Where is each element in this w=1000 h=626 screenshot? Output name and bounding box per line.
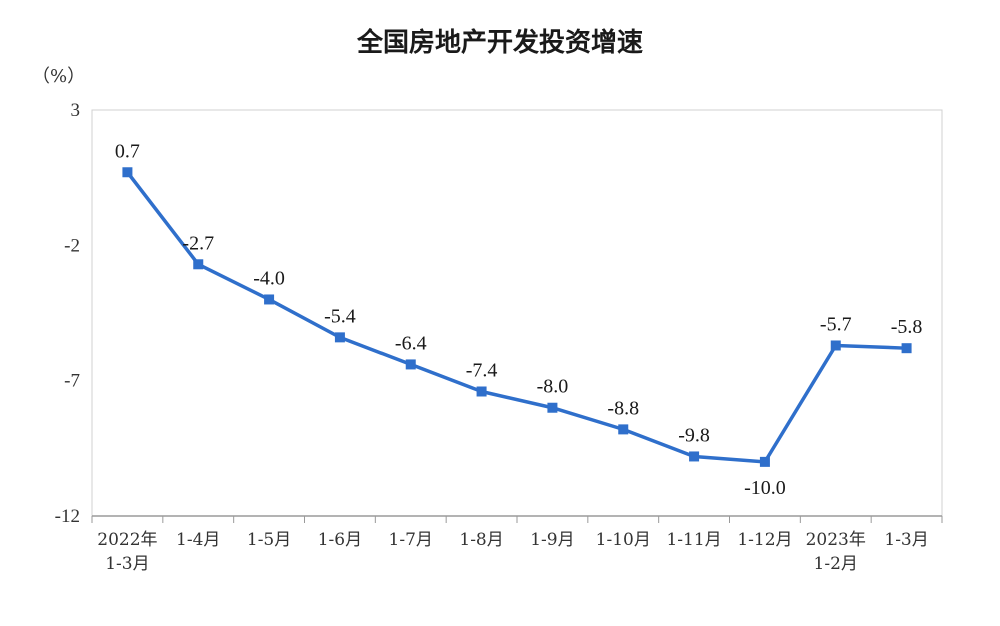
y-tick-label: 3 <box>71 100 81 121</box>
x-tick-label: 1-3月 <box>884 530 928 550</box>
x-tick-label: 1-3月 <box>105 554 149 574</box>
y-tick-label: -2 <box>64 235 80 256</box>
data-point <box>405 359 416 370</box>
data-point <box>264 294 275 305</box>
data-point <box>476 386 487 397</box>
data-label: -8.0 <box>537 376 569 398</box>
chart-title: 全国房地产开发投资增速 <box>356 28 643 58</box>
data-label: -5.4 <box>324 305 356 327</box>
data-point <box>547 402 558 413</box>
data-point <box>618 424 629 435</box>
x-tick-label: 2023年 <box>806 530 866 550</box>
x-tick-label: 1-6月 <box>318 530 362 550</box>
data-label: -8.8 <box>607 397 639 419</box>
data-label: -5.7 <box>820 313 852 335</box>
x-tick-label: 1-7月 <box>389 530 433 550</box>
data-label: -9.8 <box>678 424 710 446</box>
data-point <box>901 343 912 354</box>
data-point <box>759 456 770 467</box>
x-tick-label: 1-4月 <box>176 530 220 550</box>
data-label: -7.4 <box>466 359 498 381</box>
x-tick-label: 1-9月 <box>530 530 574 550</box>
x-tick-label: 1-10月 <box>596 530 651 550</box>
x-tick-label: 1-11月 <box>666 530 721 550</box>
data-point <box>193 259 204 270</box>
data-label: -6.4 <box>395 332 427 354</box>
data-point <box>689 451 700 462</box>
plot-area-frame <box>91 109 943 517</box>
x-tick-label: 1-5月 <box>247 530 291 550</box>
data-label: 0.7 <box>115 140 140 162</box>
y-tick-label: -7 <box>64 371 80 392</box>
data-point <box>334 332 345 343</box>
data-label: -5.8 <box>891 316 923 338</box>
data-label: -4.0 <box>253 267 285 289</box>
x-tick-label: 1-2月 <box>814 554 858 574</box>
data-point <box>830 340 841 351</box>
x-tick-label: 1-12月 <box>737 530 792 550</box>
data-label: -2.7 <box>182 232 214 254</box>
series-line <box>126 171 907 464</box>
x-tick-label: 1-8月 <box>459 530 503 550</box>
x-tick-label: 2022年 <box>97 530 157 550</box>
y-tick-label: -12 <box>55 506 80 527</box>
data-label: -10.0 <box>744 477 786 499</box>
y-unit-label: （%） <box>32 66 86 87</box>
data-point <box>122 167 133 178</box>
